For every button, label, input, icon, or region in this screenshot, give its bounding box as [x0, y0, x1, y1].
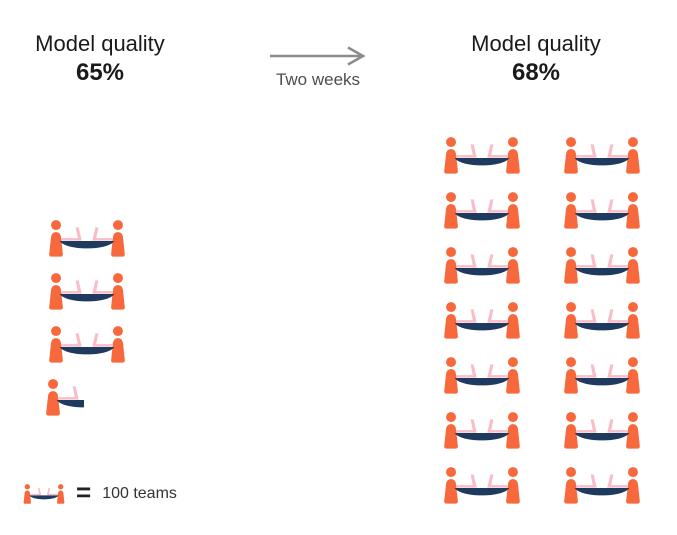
transition-label: Two weeks	[275, 70, 361, 89]
team-at-table-icon	[443, 247, 521, 284]
team-at-table-icon	[563, 302, 641, 339]
team-at-table-icon	[443, 357, 521, 394]
team-at-table-icon	[563, 247, 641, 284]
team-at-table-half-icon	[45, 379, 123, 416]
team-at-table-icon	[48, 220, 126, 257]
right-arrow-icon	[270, 46, 366, 66]
team-at-table-icon	[563, 137, 641, 174]
equals-sign: =	[76, 477, 92, 507]
before-panel-header: Model quality 65%	[20, 30, 180, 88]
team-at-table-icon	[23, 484, 65, 504]
after-team-icon-grid	[443, 137, 640, 504]
team-at-table-icon	[443, 192, 521, 229]
after-title: Model quality	[471, 31, 601, 56]
team-at-table-icon	[48, 273, 126, 310]
team-at-table-icon	[443, 467, 521, 504]
transition: Two weeks	[268, 46, 368, 90]
after-panel-header: Model quality 68%	[456, 30, 616, 88]
before-title: Model quality	[35, 31, 165, 56]
team-at-table-icon	[48, 326, 126, 363]
team-at-table-icon	[443, 137, 521, 174]
before-value: 65%	[75, 59, 125, 86]
team-at-table-icon	[563, 357, 641, 394]
team-at-table-icon	[443, 302, 521, 339]
team-at-table-icon	[443, 412, 521, 449]
team-at-table-icon	[563, 412, 641, 449]
team-at-table-icon	[563, 467, 641, 504]
team-at-table-icon	[563, 192, 641, 229]
legend: = 100 teams	[23, 477, 177, 507]
legend-label: 100 teams	[102, 485, 177, 502]
after-value: 68%	[511, 59, 561, 86]
before-team-icon-group	[48, 220, 126, 416]
